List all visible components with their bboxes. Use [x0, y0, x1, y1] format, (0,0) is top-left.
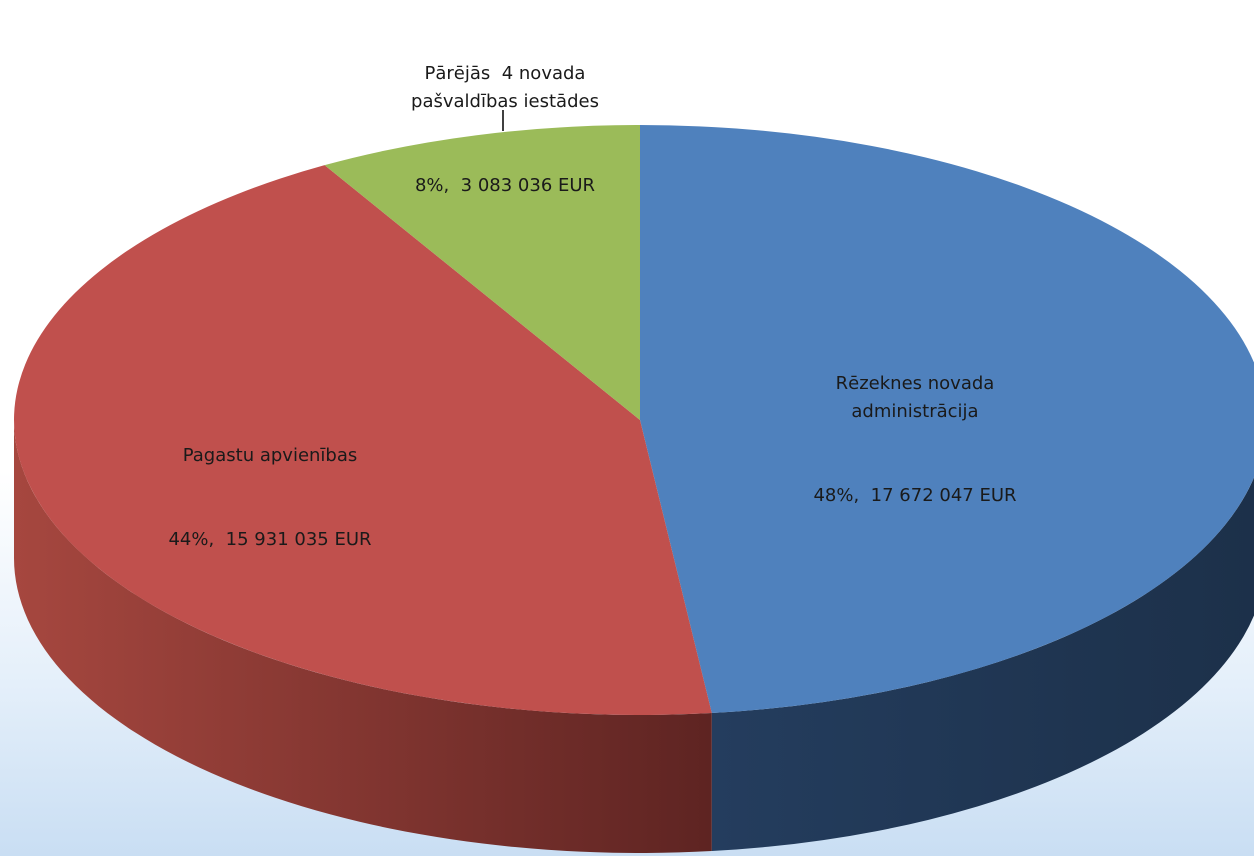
value-label: 48%, 17 672 047 EUR	[813, 485, 1017, 506]
category-label: Rēzeknes novada administrācija	[835, 373, 1001, 422]
slice-label: Pārējās 4 novada pašvaldības iestādes 8%…	[375, 4, 635, 228]
category-label: Pagastu apvienības	[182, 445, 358, 466]
slice	[324, 125, 640, 420]
slice-side	[711, 477, 1254, 852]
slice	[13, 165, 712, 716]
slice-label: Rēzeknes novada administrācija 48%, 17 6…	[790, 314, 1040, 538]
category-label: Pārējās 4 novada pašvaldības iestādes	[411, 63, 599, 112]
value-label: 44%, 15 931 035 EUR	[168, 529, 372, 550]
value-label: 8%, 3 083 036 EUR	[414, 175, 596, 196]
slice-side	[14, 420, 712, 853]
slice	[640, 125, 1254, 714]
slice-label: Pagastu apvienības 44%, 15 931 035 EUR	[120, 386, 420, 582]
